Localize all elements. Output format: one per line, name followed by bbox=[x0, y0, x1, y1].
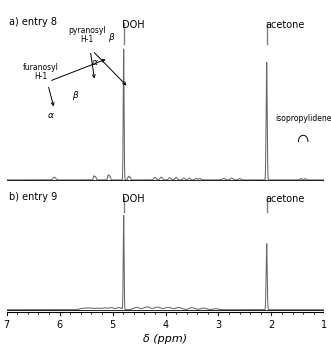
Text: acetone: acetone bbox=[265, 194, 305, 204]
Text: $\beta$: $\beta$ bbox=[108, 32, 115, 45]
Text: H-1: H-1 bbox=[80, 35, 94, 45]
Text: acetone: acetone bbox=[265, 20, 305, 30]
Text: pyranosyl: pyranosyl bbox=[68, 26, 106, 35]
Text: b) entry 9: b) entry 9 bbox=[9, 192, 58, 202]
Text: DOH: DOH bbox=[122, 20, 145, 30]
Text: isopropylidene: isopropylidene bbox=[275, 114, 331, 123]
Text: δ (ppm): δ (ppm) bbox=[143, 334, 188, 344]
Text: 5: 5 bbox=[110, 320, 116, 330]
Text: 2: 2 bbox=[268, 320, 274, 330]
Text: 4: 4 bbox=[163, 320, 168, 330]
Text: furanosyl: furanosyl bbox=[23, 63, 59, 72]
Text: 7: 7 bbox=[4, 320, 10, 330]
Text: $\beta$: $\beta$ bbox=[72, 89, 79, 102]
Text: 3: 3 bbox=[215, 320, 221, 330]
Text: DOH: DOH bbox=[122, 194, 145, 204]
Text: 6: 6 bbox=[57, 320, 63, 330]
Text: H-1: H-1 bbox=[34, 73, 48, 81]
Text: 1: 1 bbox=[321, 320, 327, 330]
Text: $\alpha$: $\alpha$ bbox=[47, 111, 55, 120]
Text: $\alpha$: $\alpha$ bbox=[91, 58, 99, 68]
Text: a) entry 8: a) entry 8 bbox=[9, 17, 57, 27]
